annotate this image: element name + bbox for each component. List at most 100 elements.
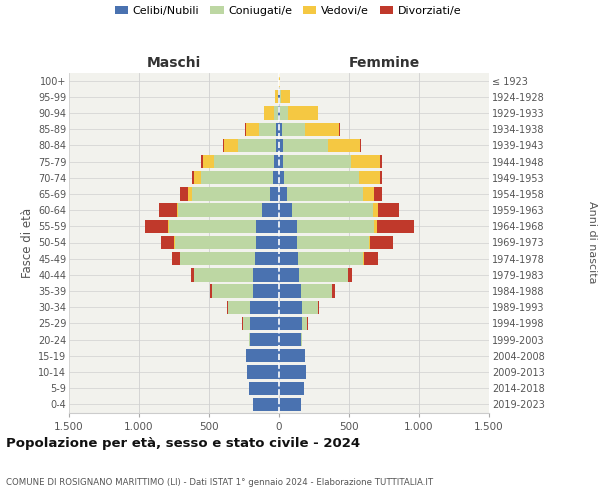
- Bar: [172, 252, 179, 266]
- Bar: [279, 74, 280, 87]
- Bar: [279, 317, 302, 330]
- Bar: [169, 220, 256, 233]
- Bar: [263, 106, 274, 120]
- Bar: [178, 204, 262, 217]
- Bar: [380, 171, 382, 184]
- Bar: [175, 236, 256, 249]
- Text: Anni di nascita: Anni di nascita: [587, 201, 597, 284]
- Bar: [200, 155, 203, 168]
- Text: Femmine: Femmine: [349, 56, 419, 70]
- Bar: [158, 204, 177, 217]
- Bar: [292, 204, 373, 217]
- Bar: [364, 252, 378, 266]
- Bar: [305, 122, 339, 136]
- Bar: [279, 188, 287, 200]
- Bar: [278, 106, 279, 120]
- Text: COMUNE DI ROSIGNANO MARITTIMO (LI) - Dati ISTAT 1° gennaio 2024 - Elaborazione T: COMUNE DI ROSIGNANO MARITTIMO (LI) - Dat…: [6, 478, 433, 487]
- Bar: [270, 188, 279, 200]
- Bar: [161, 236, 174, 249]
- Bar: [214, 155, 274, 168]
- Bar: [246, 349, 279, 362]
- Bar: [279, 333, 301, 346]
- Bar: [259, 122, 276, 136]
- Bar: [279, 171, 284, 184]
- Bar: [254, 252, 279, 266]
- Bar: [253, 284, 279, 298]
- Bar: [279, 349, 305, 362]
- Bar: [274, 155, 279, 168]
- Bar: [279, 398, 301, 411]
- Bar: [278, 90, 279, 104]
- Bar: [364, 188, 374, 200]
- Bar: [370, 236, 392, 249]
- Bar: [194, 268, 253, 281]
- Bar: [275, 90, 278, 104]
- Bar: [351, 155, 380, 168]
- Bar: [181, 252, 254, 266]
- Bar: [188, 188, 192, 200]
- Bar: [284, 171, 359, 184]
- Bar: [283, 155, 351, 168]
- Bar: [359, 171, 380, 184]
- Bar: [279, 300, 302, 314]
- Bar: [274, 106, 278, 120]
- Bar: [228, 300, 250, 314]
- Bar: [275, 138, 279, 152]
- Text: Popolazione per età, sesso e stato civile - 2024: Popolazione per età, sesso e stato civil…: [6, 438, 360, 450]
- Bar: [279, 268, 299, 281]
- Bar: [279, 382, 304, 395]
- Bar: [279, 155, 283, 168]
- Bar: [296, 220, 374, 233]
- Bar: [202, 171, 272, 184]
- Bar: [373, 204, 378, 217]
- Bar: [280, 106, 288, 120]
- Bar: [281, 90, 290, 104]
- Bar: [272, 171, 279, 184]
- Bar: [179, 188, 188, 200]
- Bar: [223, 138, 224, 152]
- Bar: [192, 171, 194, 184]
- Bar: [279, 90, 280, 104]
- Y-axis label: Fasce di età: Fasce di età: [20, 208, 34, 278]
- Bar: [377, 220, 413, 233]
- Bar: [246, 122, 259, 136]
- Bar: [253, 398, 279, 411]
- Bar: [348, 268, 352, 281]
- Legend: Celibi/Nubili, Coniugati/e, Vedovi/e, Divorziati/e: Celibi/Nubili, Coniugati/e, Vedovi/e, Di…: [115, 6, 461, 16]
- Bar: [247, 366, 279, 378]
- Bar: [224, 138, 238, 152]
- Bar: [248, 333, 250, 346]
- Bar: [279, 220, 296, 233]
- Bar: [302, 300, 318, 314]
- Bar: [368, 236, 370, 249]
- Bar: [296, 236, 368, 249]
- Bar: [279, 252, 298, 266]
- Bar: [262, 204, 279, 217]
- Text: Maschi: Maschi: [147, 56, 201, 70]
- Bar: [280, 90, 281, 104]
- Bar: [287, 188, 364, 200]
- Bar: [177, 204, 178, 217]
- Bar: [339, 122, 340, 136]
- Bar: [328, 138, 361, 152]
- Bar: [279, 284, 301, 298]
- Bar: [279, 366, 307, 378]
- Bar: [256, 220, 279, 233]
- Bar: [301, 284, 332, 298]
- Bar: [332, 284, 335, 298]
- Bar: [245, 122, 246, 136]
- Bar: [253, 268, 279, 281]
- Bar: [301, 333, 302, 346]
- Bar: [299, 268, 347, 281]
- Bar: [192, 188, 270, 200]
- Bar: [256, 236, 279, 249]
- Bar: [210, 284, 212, 298]
- Bar: [374, 188, 382, 200]
- Bar: [194, 171, 202, 184]
- Bar: [281, 122, 305, 136]
- Bar: [227, 300, 228, 314]
- Bar: [203, 155, 214, 168]
- Bar: [250, 300, 279, 314]
- Bar: [288, 106, 318, 120]
- Bar: [283, 138, 328, 152]
